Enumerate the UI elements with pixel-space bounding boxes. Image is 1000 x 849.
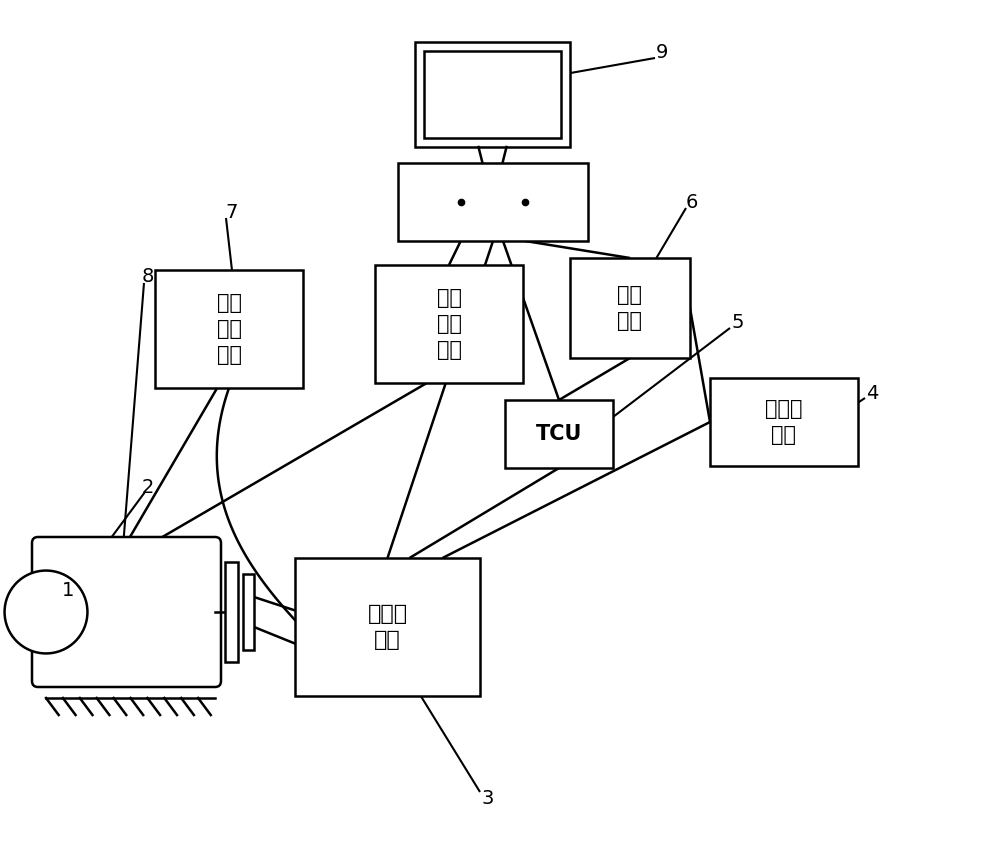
Text: TCU: TCU <box>536 424 582 444</box>
Circle shape <box>5 571 87 654</box>
Text: 4: 4 <box>866 384 878 402</box>
Bar <box>710 378 858 466</box>
Bar <box>505 400 613 468</box>
Text: 7: 7 <box>226 203 238 222</box>
Bar <box>424 51 561 138</box>
Text: 被测变
速器: 被测变 速器 <box>367 604 408 650</box>
Text: 油温
控制
装置: 油温 控制 装置 <box>436 288 462 360</box>
Bar <box>398 163 588 241</box>
Text: 控制
设备: 控制 设备 <box>618 284 642 331</box>
Text: 转速
控制
模块: 转速 控制 模块 <box>216 293 242 365</box>
Bar <box>155 270 303 388</box>
Bar <box>570 258 690 358</box>
Bar <box>225 562 238 662</box>
Text: 9: 9 <box>656 42 668 61</box>
Bar <box>295 558 480 696</box>
Text: 3: 3 <box>482 789 494 807</box>
FancyBboxPatch shape <box>32 537 221 687</box>
Text: 1: 1 <box>62 581 74 599</box>
Text: 5: 5 <box>732 312 744 331</box>
Text: 8: 8 <box>142 267 154 286</box>
Bar <box>415 42 570 147</box>
Bar <box>243 574 254 650</box>
Text: 6: 6 <box>686 193 698 211</box>
Text: 2: 2 <box>142 477 154 497</box>
Bar <box>375 265 523 383</box>
Text: 压力传
感器: 压力传 感器 <box>765 399 803 445</box>
